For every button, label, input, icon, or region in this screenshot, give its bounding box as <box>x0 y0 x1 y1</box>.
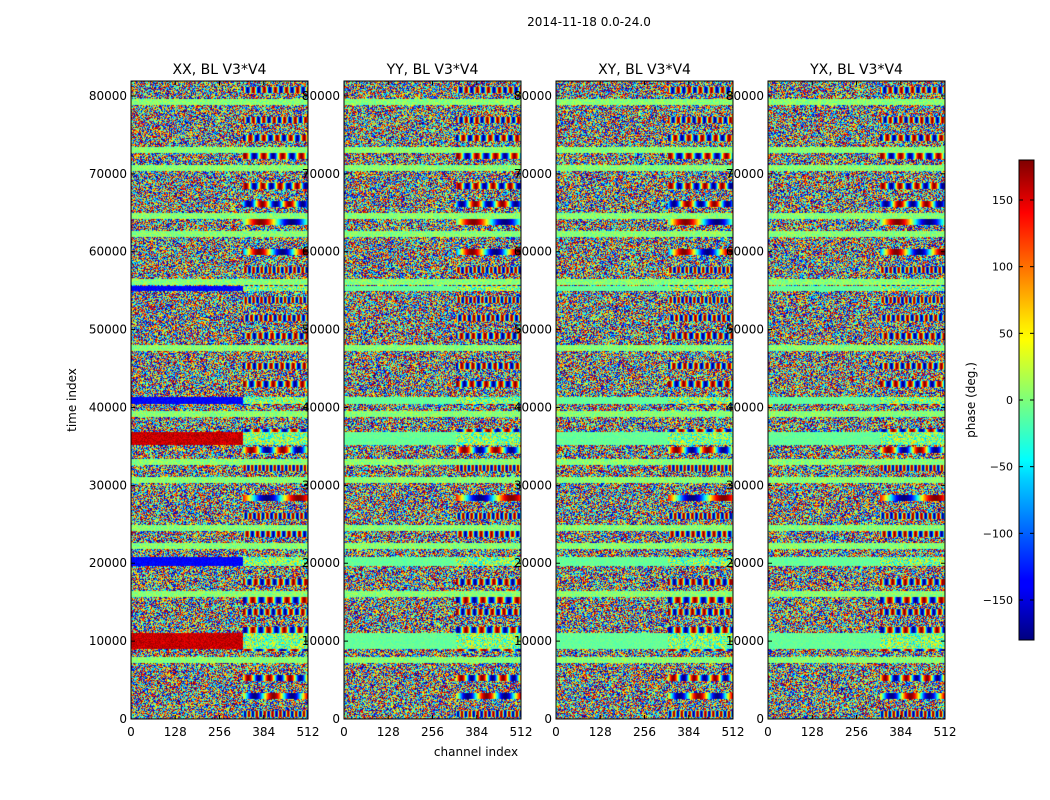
colorbar: 150 100 50 0 −50 −100 −150 phase (deg.) <box>964 159 1035 641</box>
x-tick-label: 0 <box>340 725 348 739</box>
y-axis-label: time index <box>65 368 79 432</box>
y-tick-label: 70000 <box>514 167 552 181</box>
x-tick-label: 128 <box>164 725 187 739</box>
colorbar-tick-label: 100 <box>992 261 1013 274</box>
x-tick-label: 256 <box>421 725 444 739</box>
heatmap-xy <box>556 81 733 719</box>
y-tick-label: 10000 <box>89 634 127 648</box>
colorbar-tick-label: 50 <box>999 327 1013 340</box>
y-tick-label: 20000 <box>89 556 127 570</box>
heatmap-yy <box>344 81 521 719</box>
y-tick-label: 70000 <box>89 167 127 181</box>
x-tick-label: 512 <box>510 725 533 739</box>
x-tick-label: 384 <box>465 725 488 739</box>
y-tick-label: 30000 <box>514 478 552 492</box>
x-tick-label: 0 <box>127 725 135 739</box>
panel-title: XX, BL V3*V4 <box>173 62 267 78</box>
y-tick-label: 40000 <box>514 400 552 414</box>
y-tick-label: 30000 <box>726 478 764 492</box>
y-tick-label: 10000 <box>726 634 764 648</box>
y-tick-label: 40000 <box>89 400 127 414</box>
y-tick-label: 80000 <box>514 89 552 103</box>
panel-yy: YY, BL V3*V4 0 128 256 384 512 0 10000 20000 3000… <box>302 62 533 739</box>
panel-title: YX, BL V3*V4 <box>809 62 903 78</box>
x-tick-label: 0 <box>552 725 560 739</box>
panel-title: XY, BL V3*V4 <box>598 62 691 78</box>
y-tick-label: 50000 <box>514 323 552 337</box>
y-tick-label: 0 <box>756 712 764 726</box>
panel-xx: XX, BL V3*V4 0 128 256 384 512 0 10000 20000 3000… <box>89 62 320 739</box>
colorbar-tick-label: −150 <box>983 594 1013 607</box>
y-tick-label: 0 <box>119 712 127 726</box>
y-tick-label: 60000 <box>726 245 764 259</box>
y-tick-label: 40000 <box>302 400 340 414</box>
x-tick-label: 512 <box>934 725 957 739</box>
x-axis-label: channel index <box>434 745 518 759</box>
figure-title: 2014-11-18 0.0-24.0 <box>527 15 651 29</box>
y-tick-label: 30000 <box>302 478 340 492</box>
y-tick-label: 60000 <box>514 245 552 259</box>
colorbar-tick-label: 150 <box>992 194 1013 207</box>
x-tick-label: 128 <box>377 725 400 739</box>
x-tick-label: 384 <box>252 725 275 739</box>
x-tick-label: 128 <box>801 725 824 739</box>
y-tick-label: 80000 <box>726 89 764 103</box>
panel-title: YY, BL V3*V4 <box>386 62 479 78</box>
colorbar-tick-label: −50 <box>990 461 1013 474</box>
y-tick-label: 80000 <box>89 89 127 103</box>
colorbar-tick-label: −100 <box>983 527 1013 540</box>
x-tick-label: 0 <box>764 725 772 739</box>
y-tick-label: 30000 <box>89 478 127 492</box>
y-tick-label: 20000 <box>302 556 340 570</box>
x-tick-label: 384 <box>889 725 912 739</box>
panel-xy: XY, BL V3*V4 0 128 256 384 512 0 10000 20000 3000… <box>514 62 745 739</box>
y-tick-label: 50000 <box>89 323 127 337</box>
colorbar-label: phase (deg.) <box>964 362 978 438</box>
y-tick-label: 40000 <box>726 400 764 414</box>
y-tick-label: 60000 <box>89 245 127 259</box>
heatmap-xx <box>131 81 308 719</box>
y-tick-label: 70000 <box>726 167 764 181</box>
y-tick-label: 50000 <box>726 323 764 337</box>
y-tick-label: 80000 <box>302 89 340 103</box>
heatmap-yx <box>768 81 945 719</box>
y-tick-label: 10000 <box>302 634 340 648</box>
x-tick-label: 256 <box>845 725 868 739</box>
x-tick-label: 512 <box>722 725 745 739</box>
x-tick-label: 128 <box>589 725 612 739</box>
y-tick-label: 70000 <box>302 167 340 181</box>
colorbar-tick-label: 0 <box>1006 394 1013 407</box>
y-tick-label: 0 <box>544 712 552 726</box>
y-tick-label: 60000 <box>302 245 340 259</box>
y-tick-label: 20000 <box>514 556 552 570</box>
y-tick-label: 10000 <box>514 634 552 648</box>
panel-yx: YX, BL V3*V4 0 128 256 384 512 0 10000 20000 3000… <box>726 62 957 739</box>
x-tick-label: 512 <box>297 725 320 739</box>
y-tick-label: 50000 <box>302 323 340 337</box>
x-tick-label: 256 <box>633 725 656 739</box>
y-tick-label: 0 <box>332 712 340 726</box>
x-tick-label: 256 <box>208 725 231 739</box>
x-tick-label: 384 <box>677 725 700 739</box>
y-tick-label: 20000 <box>726 556 764 570</box>
